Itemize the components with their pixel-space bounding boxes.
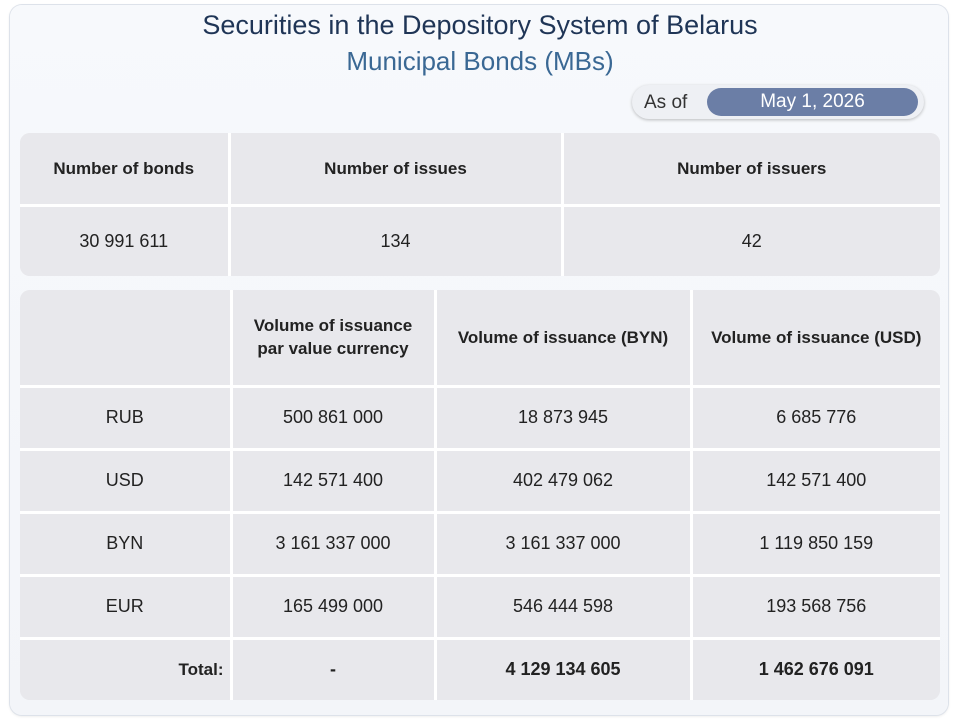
currency-cell: EUR [20,573,231,638]
data-cell: 30 991 611 [20,203,229,276]
data-cell: 546 444 598 [433,573,691,638]
header-cell: Volume of issuance par value currency [229,290,435,386]
header-cell: Number of bonds [20,133,229,205]
table-row: 30 991 611 134 42 [20,203,940,276]
header-cell: Volume of issuance (BYN) [433,290,691,386]
as-of-label: As of [644,92,688,113]
table-row: Number of bonds Number of issues Number of… [20,133,940,205]
summary-table: Number of bonds Number of issues Number of… [20,133,940,276]
currency-cell: BYN [20,510,231,575]
data-cell: 18 873 945 [433,384,691,449]
total-cell: 4 129 134 605 [433,636,691,700]
header-cell [20,290,231,386]
data-cell: 500 861 000 [229,384,435,449]
header-cell: Volume of issuance (USD) [689,290,940,386]
total-cell: - [229,636,435,700]
data-cell: 165 499 000 [229,573,435,638]
volume-table: Volume of issuance par value currency Vol… [20,290,940,700]
currency-cell: USD [20,447,231,512]
header-cell: Number of issues [227,133,562,205]
total-cell: 1 462 676 091 [689,636,940,700]
subtitle: Municipal Bonds (MBs) [346,46,614,76]
data-cell: 3 161 337 000 [433,510,691,575]
data-cell: 6 685 776 [689,384,940,449]
data-cell: 142 571 400 [689,447,940,512]
data-cell: 142 571 400 [229,447,435,512]
data-cell: 3 161 337 000 [229,510,435,575]
data-cell: 1 119 850 159 [689,510,940,575]
data-cell: 193 568 756 [689,573,940,638]
date-button[interactable]: May 1, 2026 [707,88,918,116]
table-row: USD 142 571 400 402 479 062 142 571 400 [20,447,940,512]
header-cell: Number of issuers [560,133,940,205]
data-cell: 402 479 062 [433,447,691,512]
data-cell: 134 [227,203,562,276]
total-label: Total: [20,636,231,700]
title: Securities in the Depository System of B… [202,10,758,40]
table-row: EUR 165 499 000 546 444 598 193 568 756 [20,573,940,638]
date-selector[interactable]: As of May 1, 2026 [632,85,924,119]
data-cell: 42 [560,203,940,276]
table-row: BYN 3 161 337 000 3 161 337 000 1 119 850 1… [20,510,940,575]
currency-cell: RUB [20,384,231,449]
table-row: Total: -4 129 134 605 1 462 676 091 [20,636,940,700]
table-row: RUB 500 861 000 18 873 945 6 685 776 [20,384,940,449]
table-row: Volume of issuance par value currency Vol… [20,290,940,386]
